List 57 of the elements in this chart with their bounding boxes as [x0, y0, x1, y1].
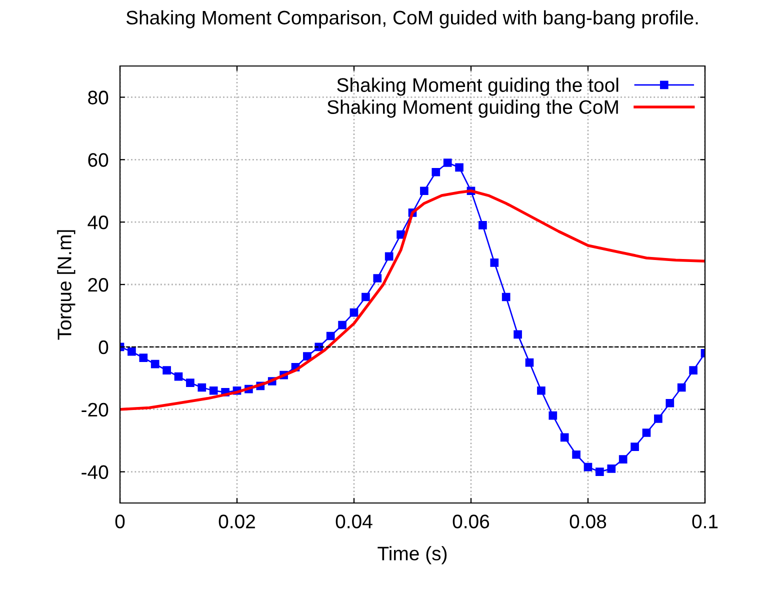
y-tick-label: 0 [98, 340, 108, 354]
x-tick-label: 0.1 [692, 514, 718, 528]
point [326, 332, 335, 340]
y-tick-label: -20 [82, 402, 108, 417]
point [373, 274, 382, 282]
x-tick-label: 0.08 [570, 514, 606, 528]
point [443, 158, 452, 167]
point [596, 468, 604, 476]
point [455, 163, 464, 172]
x-tick-label: 0.02 [218, 514, 255, 528]
y-axis-title: Torque [N.m] [57, 230, 76, 340]
y-tick-label: 20 [88, 278, 108, 292]
point [478, 221, 487, 230]
point [303, 352, 312, 360]
point [396, 230, 405, 239]
point [490, 258, 499, 267]
x-tick-label: 0.04 [336, 514, 372, 528]
y-tick-label: -40 [82, 465, 108, 480]
point [186, 378, 194, 387]
point [338, 320, 346, 330]
point [209, 386, 218, 395]
chart-title: Shaking Moment Comparison, CoM guided with bang-bang profile. [126, 10, 698, 28]
point [139, 354, 148, 362]
point [502, 292, 510, 302]
point [548, 411, 558, 420]
point [537, 386, 546, 395]
y-tick-label: 40 [88, 216, 108, 230]
point [572, 450, 580, 459]
point [198, 383, 206, 392]
point [607, 464, 616, 473]
x-tick-label: 0.06 [452, 514, 490, 528]
point [162, 366, 171, 375]
x-tick-label: 0 [115, 514, 125, 528]
point [642, 428, 651, 437]
point [584, 462, 592, 472]
point [630, 442, 639, 451]
point [384, 252, 394, 261]
point [689, 366, 698, 375]
point [666, 398, 674, 408]
point [128, 347, 136, 356]
point [174, 372, 183, 381]
point [677, 383, 686, 392]
point [525, 358, 534, 367]
point [420, 186, 428, 196]
legend-label: Shaking Moment guiding the CoM [327, 100, 618, 118]
y-tick-label: 60 [88, 153, 108, 167]
point [618, 455, 628, 464]
point [514, 330, 522, 339]
point [654, 414, 662, 423]
legend-label: Shaking Moment guiding the tool [337, 78, 618, 96]
point [150, 360, 160, 368]
point [362, 292, 370, 302]
point [350, 308, 358, 317]
y-tick-label: 80 [88, 90, 108, 104]
x-axis-title: Time (s) [378, 546, 447, 564]
point [560, 433, 569, 442]
point [432, 168, 440, 176]
